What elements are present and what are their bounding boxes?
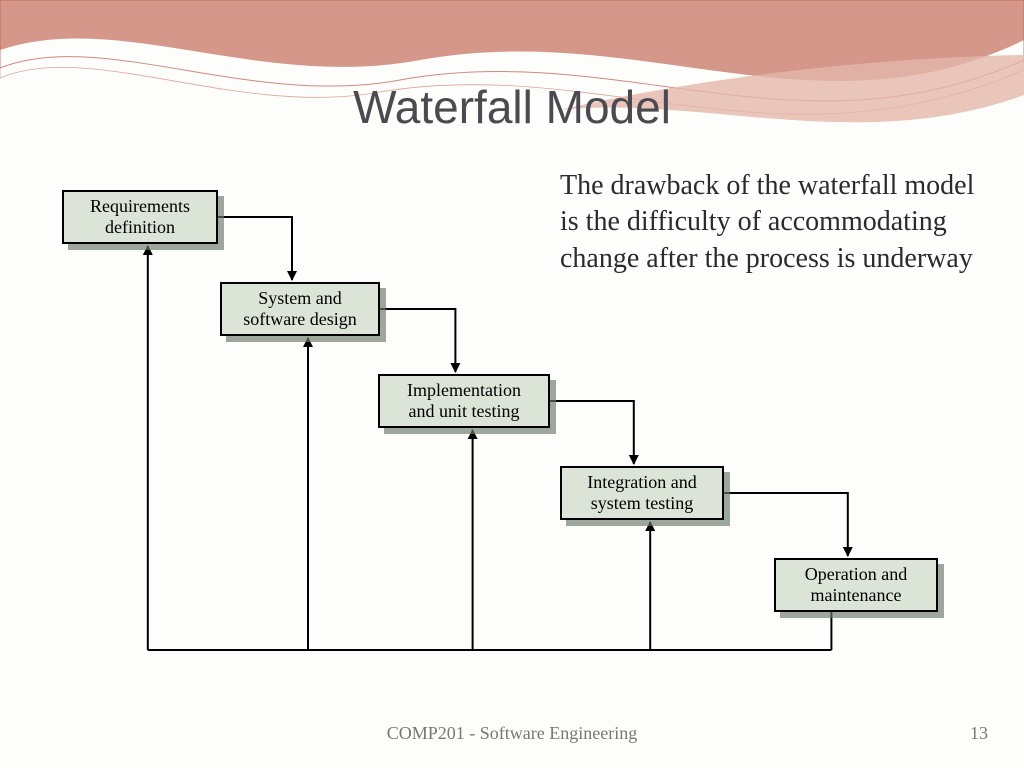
footer-text: COMP201 - Software Engineering xyxy=(0,723,1024,744)
page-number: 13 xyxy=(970,723,988,744)
flow-node-n2: System and software design xyxy=(220,282,380,336)
waterfall-diagram: Requirements definitionSystem and softwa… xyxy=(0,0,1024,768)
flow-node-n5: Operation and maintenance xyxy=(774,558,938,612)
flow-node-n3: Implementation and unit testing xyxy=(378,374,550,428)
flow-node-n1: Requirements definition xyxy=(62,190,218,244)
slide: Waterfall Model The drawback of the wate… xyxy=(0,0,1024,768)
flow-node-n4: Integration and system testing xyxy=(560,466,724,520)
